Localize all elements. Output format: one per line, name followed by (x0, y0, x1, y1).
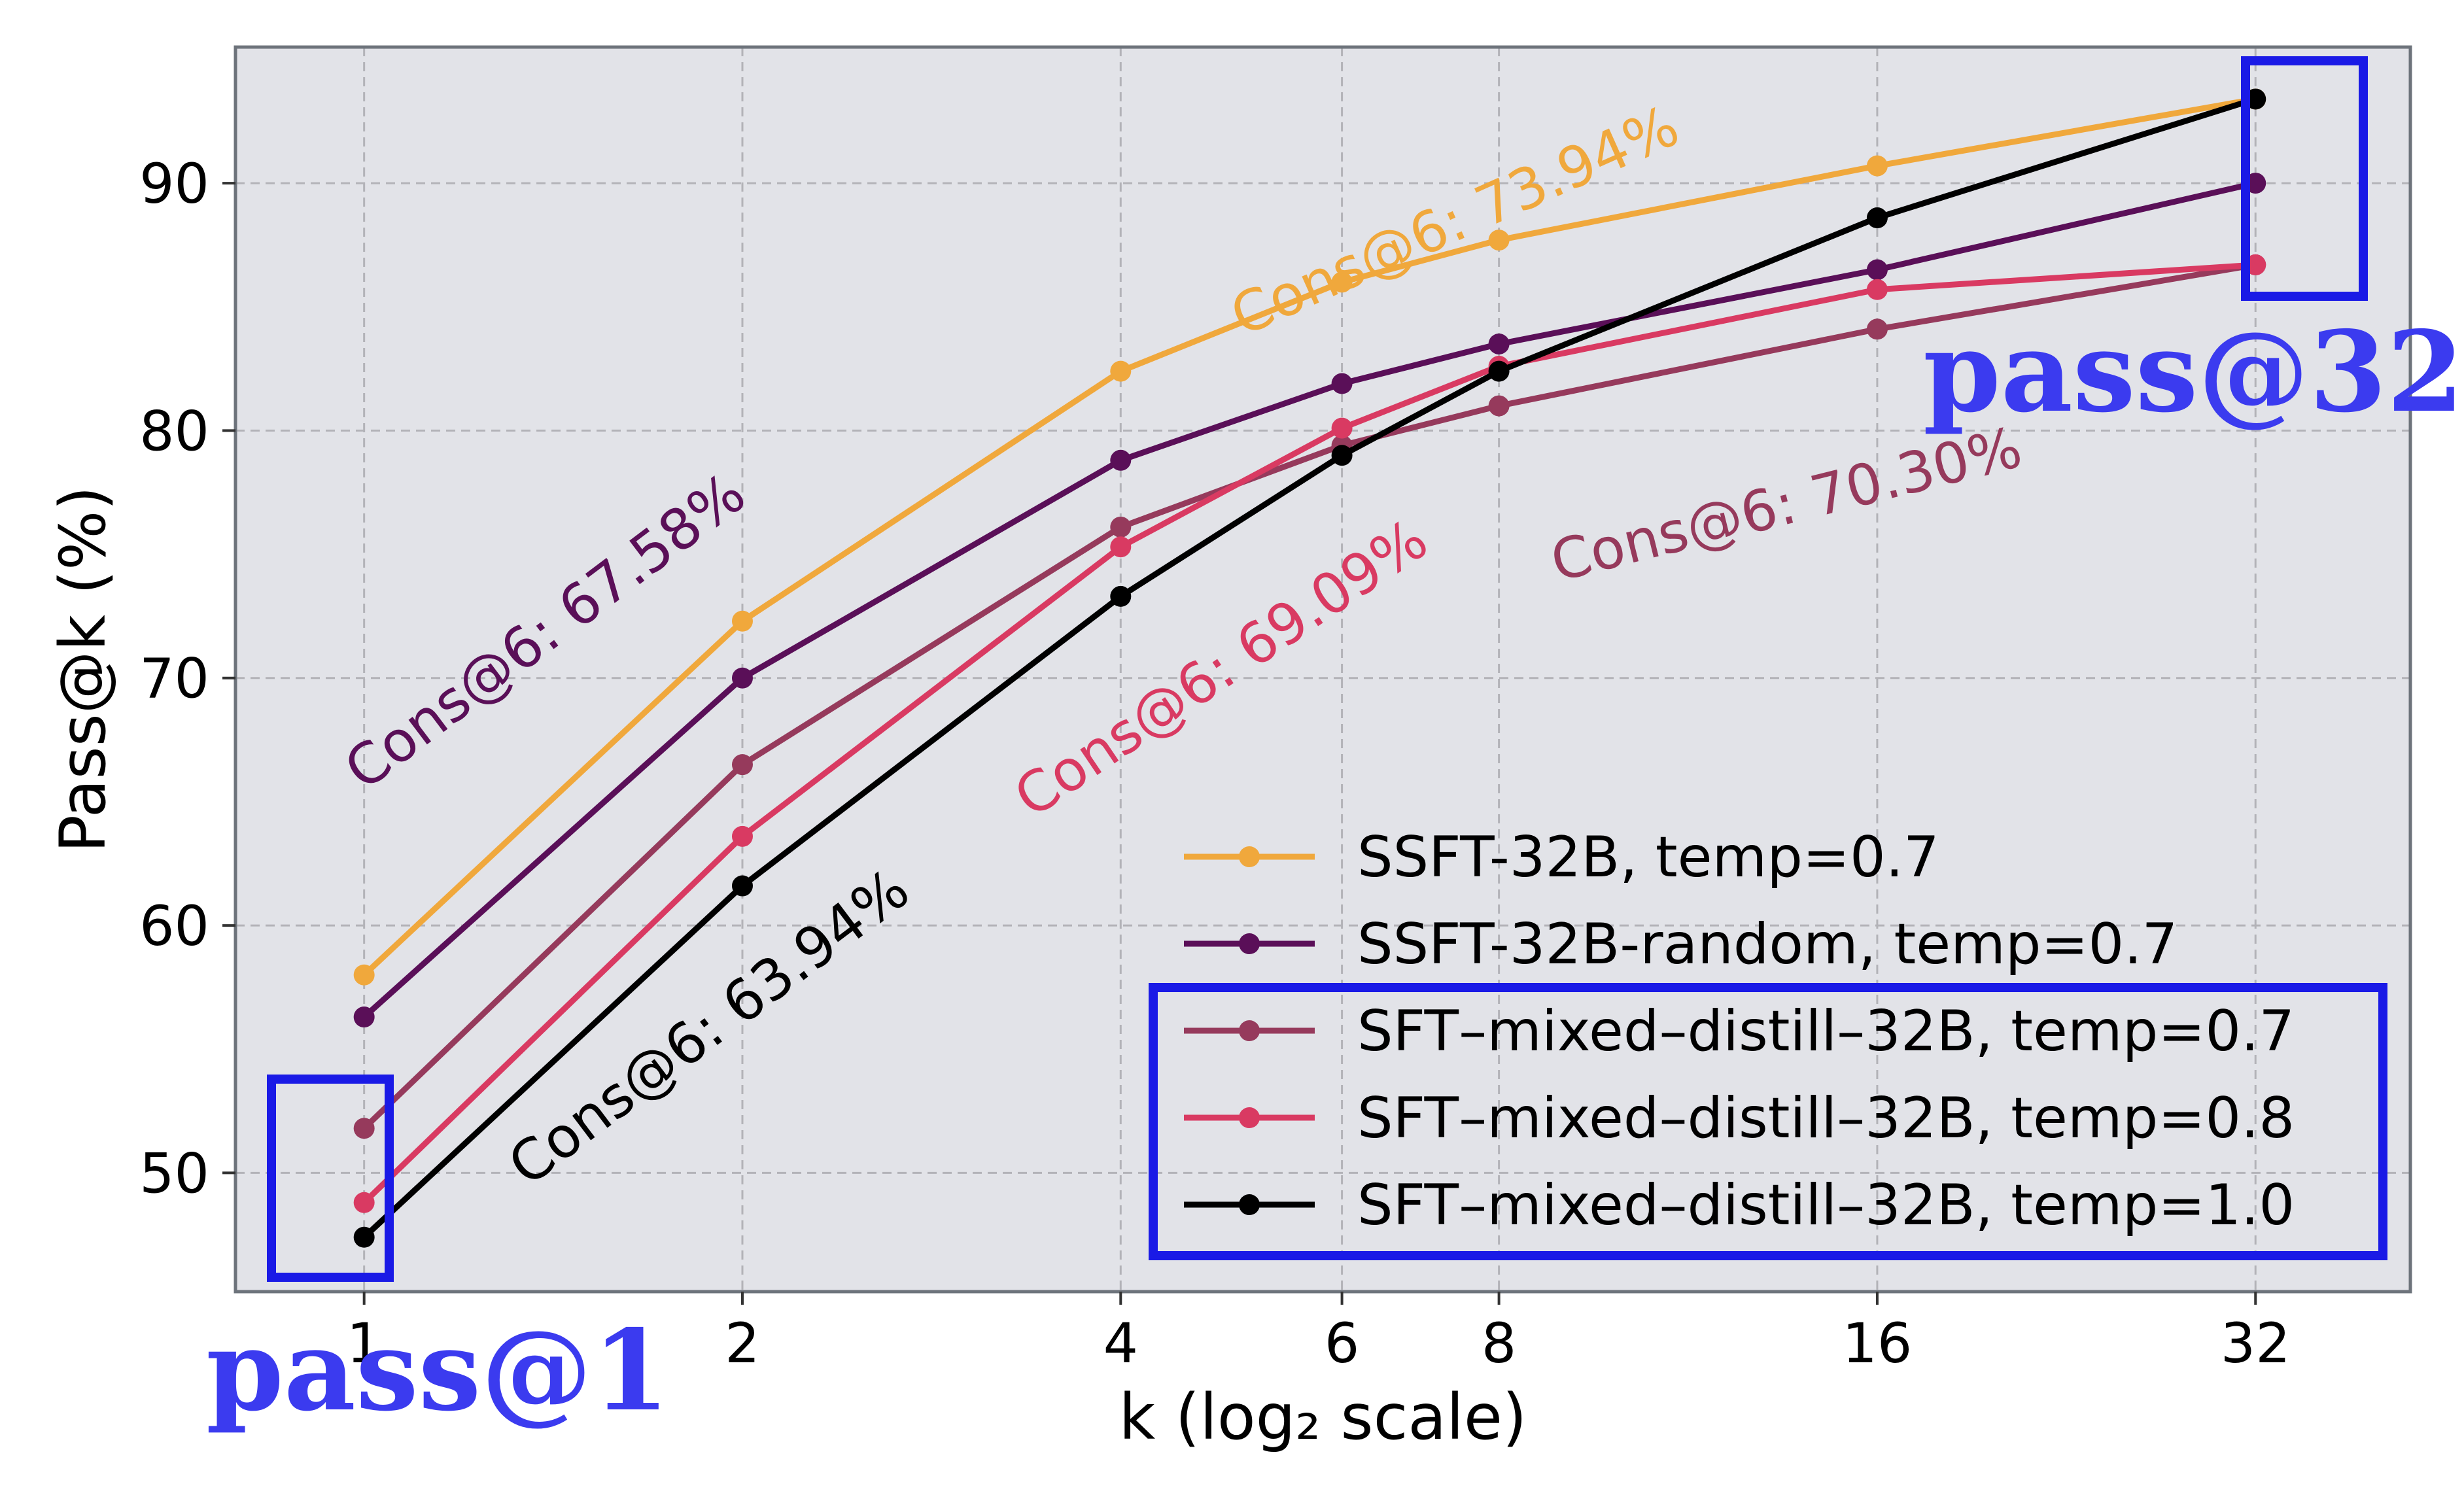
series-point-4 (731, 875, 753, 897)
series-point-4 (2245, 88, 2266, 110)
series-point-0 (1110, 360, 1132, 382)
series-point-3 (731, 825, 753, 847)
y-tick-label: 60 (139, 894, 209, 958)
y-tick-label: 90 (139, 152, 209, 216)
x-tick-label: 4 (1103, 1311, 1138, 1375)
y-axis-label: Pass@k (%) (46, 486, 120, 853)
legend-entry: SFT–mixed–distill–32B, temp=0.7 (1357, 999, 2295, 1064)
y-tick-label: 70 (139, 647, 209, 711)
legend-swatch-marker (1239, 933, 1260, 954)
series-point-2 (1110, 516, 1132, 538)
series-point-1 (1866, 259, 1888, 281)
series-point-4 (1331, 445, 1353, 466)
series-point-2 (731, 754, 753, 776)
series-point-3 (1866, 279, 1888, 300)
series-point-1 (1488, 333, 1510, 354)
series-point-1 (1110, 449, 1132, 471)
x-tick-label: 6 (1325, 1311, 1359, 1375)
series-point-2 (1866, 318, 1888, 340)
series-point-4 (353, 1226, 375, 1248)
series-point-4 (1488, 360, 1510, 382)
series-point-0 (1488, 230, 1510, 251)
series-point-1 (2245, 173, 2266, 194)
series-point-2 (1488, 395, 1510, 417)
legend-swatch-marker (1239, 1194, 1260, 1215)
series-point-0 (1866, 155, 1888, 177)
x-axis-label: k (log₂ scale) (1119, 1381, 1527, 1454)
legend-entry: SFT–mixed–distill–32B, temp=1.0 (1357, 1173, 2295, 1238)
series-point-0 (353, 964, 375, 986)
series-point-3 (1331, 417, 1353, 439)
y-tick-label: 80 (139, 399, 209, 463)
legend-entry: SSFT-32B, temp=0.7 (1357, 825, 1939, 890)
series-point-1 (353, 1007, 375, 1028)
sft-legend-highlight-box (1149, 983, 2387, 1260)
x-tick-label: 2 (725, 1311, 759, 1375)
x-tick-label: 16 (1842, 1311, 1912, 1375)
series-point-4 (1866, 207, 1888, 229)
legend-entry: SFT–mixed–distill–32B, temp=0.8 (1357, 1086, 2295, 1151)
series-point-3 (1110, 536, 1132, 558)
legend-swatch-marker (1239, 1107, 1260, 1128)
series-point-4 (1110, 585, 1132, 607)
y-tick-label: 50 (139, 1141, 209, 1205)
legend-swatch-marker (1239, 846, 1260, 867)
series-point-3 (353, 1192, 375, 1213)
series-point-2 (353, 1118, 375, 1139)
legend-entry: SSFT-32B-random, temp=0.7 (1357, 912, 2178, 977)
series-point-3 (2245, 254, 2266, 275)
series-point-1 (1331, 373, 1353, 394)
x-tick-label: 32 (2221, 1311, 2291, 1375)
plot-frame (234, 45, 2412, 1294)
pass1-highlight-box (267, 1075, 394, 1282)
legend-swatch-marker (1239, 1020, 1260, 1041)
series-point-1 (731, 667, 753, 689)
series-point-0 (1331, 271, 1353, 293)
x-tick-label: 1 (347, 1311, 381, 1375)
pass32-label: pass@32 (1923, 307, 2464, 438)
plot-area (235, 47, 2410, 1292)
pass1-label: pass@1 (206, 1305, 670, 1436)
pass32-highlight-box (2241, 56, 2368, 301)
series-point-0 (731, 610, 753, 632)
x-tick-label: 8 (1482, 1311, 1516, 1375)
